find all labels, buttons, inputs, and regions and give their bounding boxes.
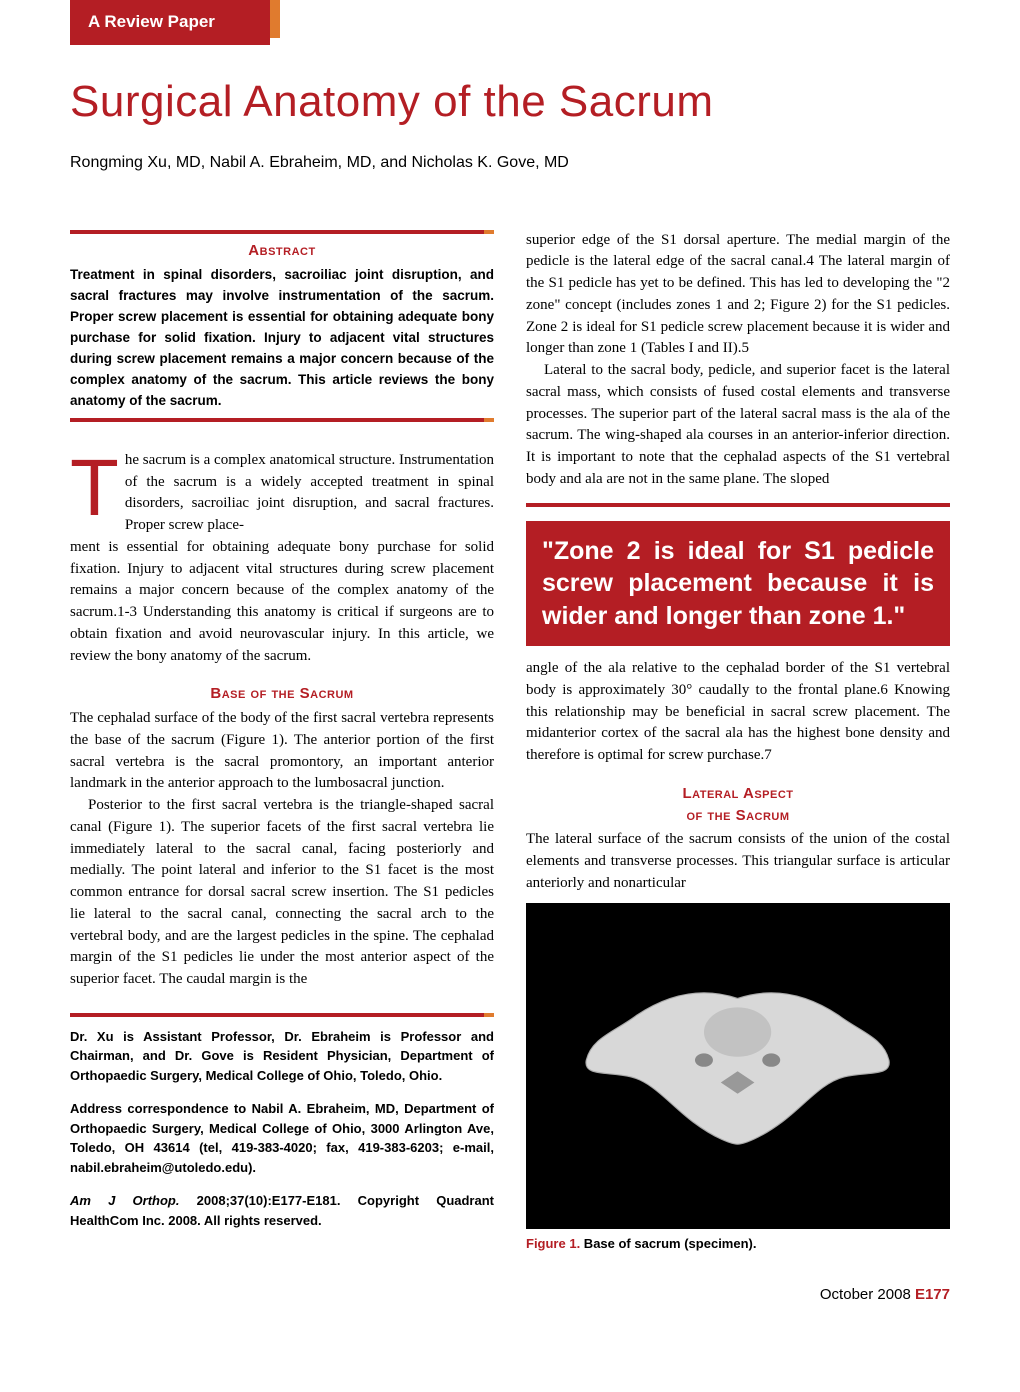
lateral-heading-l1: Lateral Aspect [526, 783, 950, 805]
footnotes: Dr. Xu is Assistant Professor, Dr. Ebrah… [70, 1027, 494, 1231]
base-p1: The cephalad surface of the body of the … [70, 708, 494, 795]
review-paper-tab: A Review Paper [70, 0, 950, 45]
citation-journal: Am J Orthop. [70, 1193, 179, 1208]
tab-label: A Review Paper [70, 0, 270, 45]
pullquote: "Zone 2 is ideal for S1 pedicle screw pl… [526, 521, 950, 647]
col2-p2: Lateral to the sacral body, pedicle, and… [526, 360, 950, 491]
pullquote-wrap: "Zone 2 is ideal for S1 pedicle screw pl… [526, 503, 950, 647]
col2-after-quote: angle of the ala relative to the cephala… [526, 658, 950, 767]
base-p2: Posterior to the first sacral vertebra i… [70, 795, 494, 991]
col2-p1: superior edge of the S1 dorsal aperture.… [526, 230, 950, 361]
left-column: Abstract Treatment in spinal disorders, … [70, 230, 494, 1254]
base-heading: Base of the Sacrum [70, 683, 494, 705]
correspondence: Address correspondence to Nabil A. Ebrah… [70, 1099, 494, 1177]
abstract-rule [70, 230, 494, 234]
sacrum-specimen-graphic [568, 976, 907, 1155]
intro-paragraph: T he sacrum is a complex anatomical stru… [70, 450, 494, 668]
figure-1-image [526, 903, 950, 1229]
figure-1-label: Figure 1. [526, 1236, 580, 1251]
dropcap: T [70, 450, 125, 518]
affiliation: Dr. Xu is Assistant Professor, Dr. Ebrah… [70, 1027, 494, 1086]
col2-top: superior edge of the S1 dorsal aperture.… [526, 230, 950, 491]
tab-accent [270, 0, 280, 38]
base-body: The cephalad surface of the body of the … [70, 708, 494, 991]
footer-date: October 2008 [820, 1286, 915, 1303]
footer-page-number: E177 [915, 1286, 950, 1303]
figure-1-text: Base of sacrum (specimen). [580, 1236, 756, 1251]
abstract-bottom-rule [70, 418, 494, 422]
intro-rest: ment is essential for obtaining adequate… [70, 537, 494, 668]
article-title: Surgical Anatomy of the Sacrum [70, 70, 950, 134]
right-column: superior edge of the S1 dorsal aperture.… [526, 230, 950, 1254]
col2-afterq-p1: angle of the ala relative to the cephala… [526, 658, 950, 767]
abstract-heading: Abstract [70, 240, 494, 262]
lateral-body: The lateral surface of the sacrum consis… [526, 829, 950, 894]
lateral-heading-l2: of the Sacrum [526, 805, 950, 827]
abstract-text: Treatment in spinal disorders, sacroilia… [70, 265, 494, 411]
authors-line: Rongming Xu, MD, Nabil A. Ebraheim, MD, … [70, 151, 950, 174]
citation: Am J Orthop. 2008;37(10):E177-E181. Copy… [70, 1191, 494, 1230]
figure-1-caption: Figure 1. Base of sacrum (specimen). [526, 1235, 950, 1254]
lateral-p1: The lateral surface of the sacrum consis… [526, 829, 950, 894]
page-footer: October 2008 E177 [70, 1284, 950, 1306]
footnote-rule [70, 1013, 494, 1017]
intro-first-line: he sacrum is a complex anatomical struct… [125, 452, 494, 533]
